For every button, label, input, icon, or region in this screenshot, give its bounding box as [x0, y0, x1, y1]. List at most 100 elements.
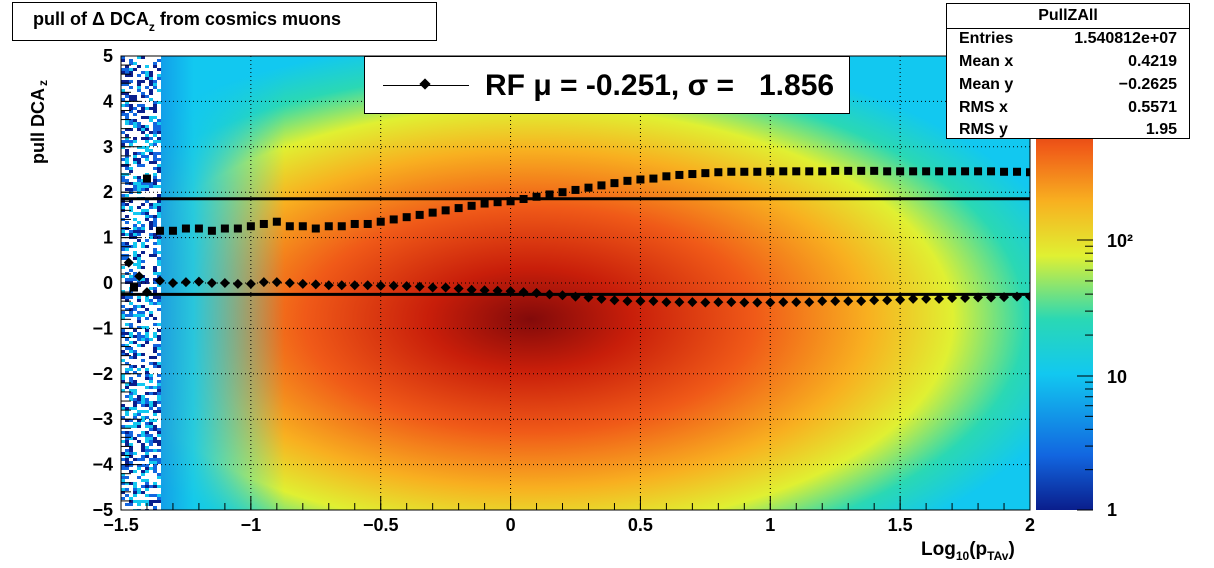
sparse-bin	[137, 65, 141, 68]
sparse-bin	[129, 164, 133, 167]
sparse-bin	[157, 77, 161, 80]
sparse-bin	[145, 245, 149, 248]
sparse-bin	[137, 332, 141, 335]
rms-marker	[584, 183, 593, 192]
sparse-bin	[141, 413, 145, 416]
sparse-bin	[129, 137, 133, 140]
sparse-bin	[125, 134, 129, 137]
sparse-bin	[133, 68, 137, 71]
sparse-bin	[145, 191, 149, 194]
sparse-bin	[157, 440, 161, 443]
sparse-bin	[121, 443, 125, 446]
sparse-bin	[149, 182, 153, 185]
sparse-bin	[141, 107, 145, 110]
sparse-bin	[153, 125, 157, 128]
sparse-bin	[153, 506, 157, 509]
sparse-bin	[137, 95, 141, 98]
sparse-bin	[157, 200, 161, 203]
rms-marker	[688, 170, 697, 179]
mean-marker	[570, 291, 581, 302]
sparse-bin	[121, 149, 125, 152]
sparse-bin	[125, 443, 129, 446]
sparse-bin	[145, 494, 149, 497]
sparse-bin	[141, 218, 145, 221]
sparse-bin	[157, 353, 161, 356]
sparse-bin	[157, 257, 161, 260]
mean-marker	[518, 287, 529, 298]
sparse-bin	[125, 296, 129, 299]
sparse-bin	[125, 146, 129, 149]
sparse-bin	[121, 179, 125, 182]
y-tick-label: −1	[92, 318, 113, 338]
sparse-bin	[145, 167, 149, 170]
sparse-bin	[137, 68, 141, 71]
sparse-bin	[137, 341, 141, 344]
sparse-bin	[149, 401, 153, 404]
sparse-bin	[137, 209, 141, 212]
sparse-bin	[125, 155, 129, 158]
sparse-bin	[137, 179, 141, 182]
sparse-bin	[137, 377, 141, 380]
sparse-bin	[129, 377, 133, 380]
sparse-bin	[145, 353, 149, 356]
sparse-bin	[149, 341, 153, 344]
sparse-bin	[133, 491, 137, 494]
sparse-bin	[145, 476, 149, 479]
rms-marker	[467, 201, 476, 210]
sparse-bin	[145, 410, 149, 413]
sparse-bin	[129, 506, 133, 509]
sparse-bin	[153, 218, 157, 221]
sparse-bin	[125, 407, 129, 410]
sparse-bin	[157, 176, 161, 179]
sparse-bin	[149, 479, 153, 482]
sparse-bin	[149, 71, 153, 74]
sparse-bin	[137, 146, 141, 149]
mean-marker	[134, 271, 145, 282]
sparse-bin	[153, 278, 157, 281]
sparse-bin	[149, 389, 153, 392]
sparse-bin	[125, 65, 129, 68]
sparse-bin	[133, 185, 137, 188]
rms-marker	[415, 210, 424, 219]
sparse-bin	[133, 332, 137, 335]
sparse-bin	[121, 56, 125, 59]
sparse-bin	[149, 221, 153, 224]
mean-marker	[466, 284, 477, 295]
sparse-bin	[133, 182, 137, 185]
sparse-bin	[157, 443, 161, 446]
stat-label: Entries	[959, 30, 1014, 47]
sparse-bin	[149, 395, 153, 398]
sparse-bin	[153, 152, 157, 155]
sparse-bin	[125, 479, 129, 482]
sparse-bin	[157, 89, 161, 92]
sparse-bin	[133, 242, 137, 245]
sparse-bin	[157, 350, 161, 353]
sparse-bin	[141, 425, 145, 428]
sparse-bin	[129, 128, 133, 131]
sparse-bin	[153, 419, 157, 422]
z-tick-label: 1	[1107, 500, 1117, 520]
sparse-bin	[149, 461, 153, 464]
y-tick-label: 0	[103, 273, 113, 293]
sparse-bin	[125, 413, 129, 416]
sparse-bin	[137, 422, 141, 425]
sparse-bin	[133, 278, 137, 281]
sparse-bin	[125, 215, 129, 218]
sparse-bin	[153, 479, 157, 482]
sparse-bin	[125, 494, 129, 497]
sparse-bin	[125, 329, 129, 332]
sparse-bin	[129, 107, 133, 110]
sparse-bin	[153, 368, 157, 371]
sparse-bin	[153, 62, 157, 65]
rms-marker	[831, 166, 840, 175]
sparse-bin	[133, 224, 137, 227]
sparse-bin	[141, 503, 145, 506]
sparse-bin	[125, 332, 129, 335]
sparse-bin	[137, 464, 141, 467]
sparse-bin	[133, 302, 137, 305]
sparse-bin	[133, 470, 137, 473]
sparse-bin	[129, 350, 133, 353]
sparse-bin	[157, 98, 161, 101]
mean-marker	[258, 277, 269, 288]
sparse-bin	[137, 110, 141, 113]
